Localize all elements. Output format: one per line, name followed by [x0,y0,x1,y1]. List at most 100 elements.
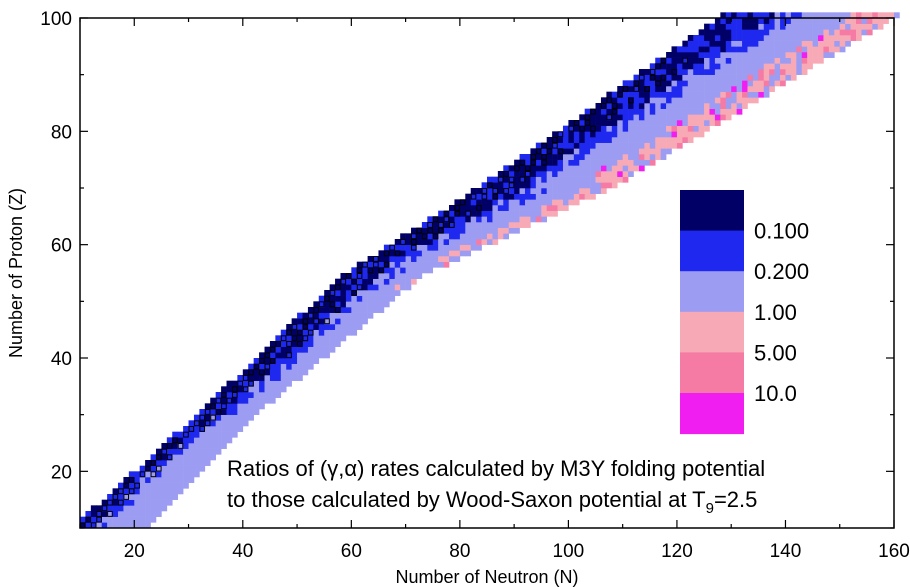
heatmap-cell [362,301,368,308]
heatmap-cell [476,210,482,217]
stable-nucleus-marker [378,267,385,274]
heatmap-cell [780,46,786,53]
y-tick-label: 100 [40,9,72,30]
heatmap-cell [752,29,759,36]
heatmap-cell [318,335,325,342]
heatmap-cell [134,511,140,517]
heatmap-cell [644,137,651,143]
heatmap-cell [411,273,417,279]
heatmap-cell [628,142,634,149]
heatmap-cell [199,443,206,449]
heatmap-cell [693,86,699,92]
heatmap-cell [801,63,808,70]
heatmap-cell [139,488,146,495]
heatmap-cell [644,131,651,138]
heatmap-cell [177,488,184,495]
heatmap-cell [666,142,672,149]
heatmap-cell [242,409,249,415]
heatmap-cell [128,505,135,512]
heatmap-cell [394,239,401,245]
heatmap-cell [335,312,341,319]
annotation-line-2-text: to those calculated by Wood-Saxon potent… [227,487,706,512]
heatmap-cell [193,471,200,478]
heatmap-cell [286,358,292,364]
heatmap-cell [329,284,336,291]
stable-nucleus-marker [389,244,395,251]
heatmap-cell [112,516,119,523]
stable-nucleus-marker [682,57,688,64]
heatmap-cell [807,29,813,36]
heatmap-cell [215,414,222,421]
heatmap-cell [666,114,672,121]
heatmap-cell [752,80,759,87]
heatmap-cell [535,148,542,155]
heatmap-cell [590,165,596,172]
heatmap-cell [302,329,309,336]
heatmap-cell [438,239,444,245]
heatmap-cell [123,516,130,523]
heatmap-cell [807,23,813,30]
heatmap-cell [834,35,841,41]
heatmap-cell [769,74,775,81]
heatmap-cell [742,80,748,87]
heatmap-cell [780,18,786,24]
heatmap-cell [503,193,510,200]
heatmap-cell [752,97,759,104]
heatmap-cell [611,171,618,177]
heatmap-cell [226,414,233,421]
heatmap-cell [579,176,585,183]
heatmap-cell [725,80,732,87]
heatmap-cell [378,273,385,279]
heatmap-cell [617,165,623,172]
heatmap-cell [345,329,352,336]
heatmap-cell [400,278,406,285]
heatmap-cell [649,148,656,155]
heatmap-cell [595,159,602,166]
heatmap-cell [546,142,553,149]
heatmap-cell [541,193,547,200]
heatmap-cell [774,23,781,30]
heatmap-cell [318,341,325,347]
heatmap-cell [579,142,585,149]
heatmap-cell [394,290,401,296]
heatmap-cell [259,380,265,387]
heatmap-cell [801,46,808,53]
heatmap-cell [666,86,672,92]
heatmap-cell [720,103,727,109]
heatmap-cell [687,40,694,47]
heatmap-cell [101,499,108,506]
heatmap-cell [628,171,634,177]
heatmap-cell [606,131,613,138]
heatmap-cell [579,120,585,126]
heatmap-cell [562,199,569,206]
heatmap-cell [666,57,672,64]
heatmap-cell [150,511,157,517]
heatmap-cell [459,244,466,251]
heatmap-cell [720,63,727,70]
heatmap-cell [709,46,716,53]
heatmap-cell [215,403,222,410]
heatmap-cell [660,125,667,132]
heatmap-cell [470,227,477,234]
heatmap-cell [514,216,520,223]
heatmap-cell [307,358,314,364]
heatmap-cell [248,386,254,393]
heatmap-cell [112,505,119,512]
heatmap-cell [709,23,716,30]
heatmap-cell [709,52,716,58]
heatmap-cell [731,12,737,19]
heatmap-cell [552,188,558,194]
heatmap-cell [562,154,569,160]
heatmap-cell [731,35,737,41]
heatmap-cell [476,216,482,223]
heatmap-cell [720,86,727,92]
heatmap-cell [725,97,732,104]
heatmap-cell [828,18,835,24]
heatmap-cell [801,40,808,47]
heatmap-cell [606,97,613,104]
heatmap-cell [454,216,461,223]
y-tick-label: 40 [51,349,72,370]
heatmap-cell [373,256,379,262]
heatmap-cell [329,312,336,319]
